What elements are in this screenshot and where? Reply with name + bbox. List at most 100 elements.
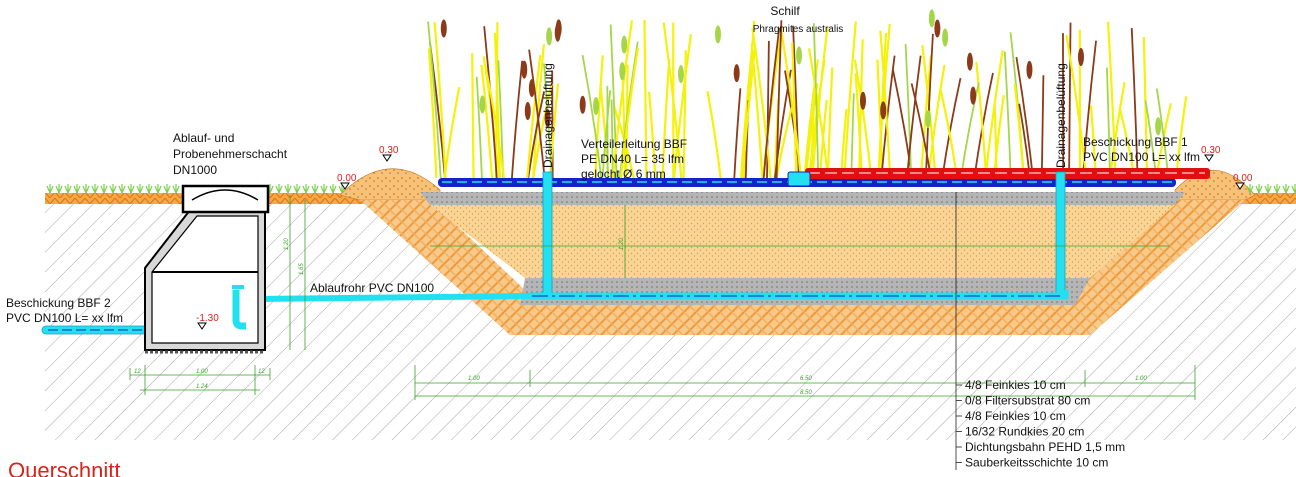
reed-stalk bbox=[1068, 22, 1072, 179]
reed-stalk bbox=[483, 26, 498, 179]
grass-tuft bbox=[284, 184, 292, 194]
grass-tuft bbox=[1255, 184, 1263, 194]
grass-tuft bbox=[293, 184, 301, 194]
reed-stalk bbox=[975, 61, 988, 179]
reed-stalk bbox=[601, 90, 612, 179]
reed-stalk bbox=[751, 27, 772, 179]
reed-stalk bbox=[854, 73, 863, 179]
reed-stalk bbox=[1142, 36, 1149, 179]
reed-stalk bbox=[1065, 34, 1088, 179]
grass-tuft bbox=[311, 184, 319, 194]
grass-tuft bbox=[73, 184, 81, 194]
reed-label-2: Phragmites australis bbox=[753, 24, 844, 35]
reed-stalk bbox=[619, 47, 639, 179]
reed-cattail bbox=[554, 23, 561, 42]
reed-stalk bbox=[1003, 51, 1012, 179]
reed-stalk bbox=[706, 90, 722, 179]
grass-tuft bbox=[100, 184, 108, 194]
reed-stalk bbox=[1040, 75, 1045, 179]
reed-stalk bbox=[741, 47, 757, 179]
elev-left-berm: 0.30 bbox=[379, 145, 399, 156]
reed-cattail bbox=[1026, 60, 1033, 79]
dim-shaft-a: 12 bbox=[134, 369, 141, 375]
reed-stalk bbox=[551, 70, 554, 179]
reed-cattail bbox=[528, 79, 535, 98]
reed-stalk bbox=[850, 93, 855, 179]
reed-bed bbox=[427, 9, 1188, 179]
elev-shaft: -1.30 bbox=[196, 313, 219, 324]
reed-stalk bbox=[511, 60, 524, 179]
reed-label-1: Schilf bbox=[770, 4, 800, 18]
grass-tuft bbox=[127, 184, 135, 194]
reed-stalk bbox=[682, 50, 687, 179]
dim-shaft-d: 1.24 bbox=[196, 384, 208, 390]
grass-tuft bbox=[109, 184, 117, 194]
reed-stalk bbox=[766, 40, 770, 179]
grass-tuft bbox=[172, 184, 180, 194]
reed-stalk bbox=[581, 54, 603, 179]
grass-tuft bbox=[145, 184, 153, 194]
reed-stalk bbox=[858, 39, 864, 179]
reed-stalk bbox=[924, 33, 934, 179]
grass-tuft bbox=[1264, 184, 1272, 194]
reed-cattail bbox=[593, 96, 600, 115]
shaft-label-3: DN1000 bbox=[173, 163, 217, 177]
grass-tuft bbox=[55, 184, 63, 194]
reed-cattail bbox=[928, 9, 935, 28]
dim-v2: 1.65 bbox=[299, 263, 305, 275]
dim-shaft-c: 12 bbox=[258, 369, 265, 375]
reed-stalk bbox=[779, 28, 803, 179]
reed-cattail bbox=[579, 95, 586, 114]
reed-cattail bbox=[966, 52, 973, 71]
reed-stalk bbox=[609, 24, 618, 179]
grass-tuft bbox=[320, 184, 328, 194]
grass-tuft bbox=[1246, 184, 1254, 194]
reed-stalk bbox=[484, 64, 506, 179]
reed-stalk bbox=[1015, 56, 1034, 179]
reed-stalk bbox=[877, 23, 891, 179]
reed-stalk bbox=[471, 53, 475, 179]
shaft-label-2: Probenehmerschacht bbox=[173, 147, 288, 161]
dim-2: 6.50 bbox=[800, 376, 812, 382]
reed-stalk bbox=[672, 34, 692, 179]
layer-label: 0/8 Filtersubstrat 80 cm bbox=[965, 394, 1090, 408]
reed-cattail bbox=[1077, 48, 1084, 67]
distribution-label-1: Verteilerleitung BBF bbox=[581, 137, 687, 151]
grass-tuft bbox=[118, 184, 126, 194]
reed-cattail bbox=[970, 86, 977, 105]
reed-stalk bbox=[443, 86, 461, 179]
elev-right-ground: 0.00 bbox=[1233, 173, 1253, 184]
reed-stalk bbox=[527, 91, 545, 179]
reed-stalk bbox=[1106, 21, 1117, 179]
layer-label: Sauberkeitsschichte 10 cm bbox=[965, 456, 1108, 470]
elevation-markers bbox=[197, 154, 1245, 330]
reed-cattail bbox=[677, 65, 684, 84]
layer-label: Dichtungsbahn PEHD 1,5 mm bbox=[965, 440, 1125, 454]
reed-stalk bbox=[433, 22, 447, 179]
reed-cattail bbox=[521, 60, 528, 79]
grass-tuft bbox=[302, 184, 310, 194]
reed-stalk bbox=[904, 44, 913, 179]
layer-label: 16/32 Rundkies 20 cm bbox=[965, 425, 1084, 439]
reed-stalk bbox=[528, 49, 546, 179]
reed-stalk bbox=[618, 41, 639, 179]
reed-stalk bbox=[647, 91, 657, 179]
reed-stalk bbox=[1105, 67, 1111, 179]
outflow-pipe bbox=[249, 293, 531, 302]
filter-substrate bbox=[430, 205, 1175, 278]
reed-stalk bbox=[475, 76, 483, 179]
reed-cattail bbox=[925, 110, 932, 129]
section-title: Querschnitt bbox=[8, 458, 121, 477]
reed-stalk bbox=[661, 58, 671, 179]
reed-stalk bbox=[843, 21, 857, 179]
vent-label-right: Drainagenbelüftung bbox=[1054, 63, 1068, 168]
reed-stalk bbox=[427, 21, 442, 179]
reed-cattail bbox=[546, 27, 553, 46]
distribution-label-2: PE DN40 L= 35 lfm bbox=[581, 152, 684, 166]
vent-label-left: Drainagenbelüftung bbox=[541, 63, 555, 168]
reed-cattail bbox=[1155, 117, 1162, 136]
reed-stalk bbox=[984, 50, 1004, 179]
reed-cattail bbox=[619, 62, 626, 81]
grass-tuft bbox=[136, 184, 144, 194]
